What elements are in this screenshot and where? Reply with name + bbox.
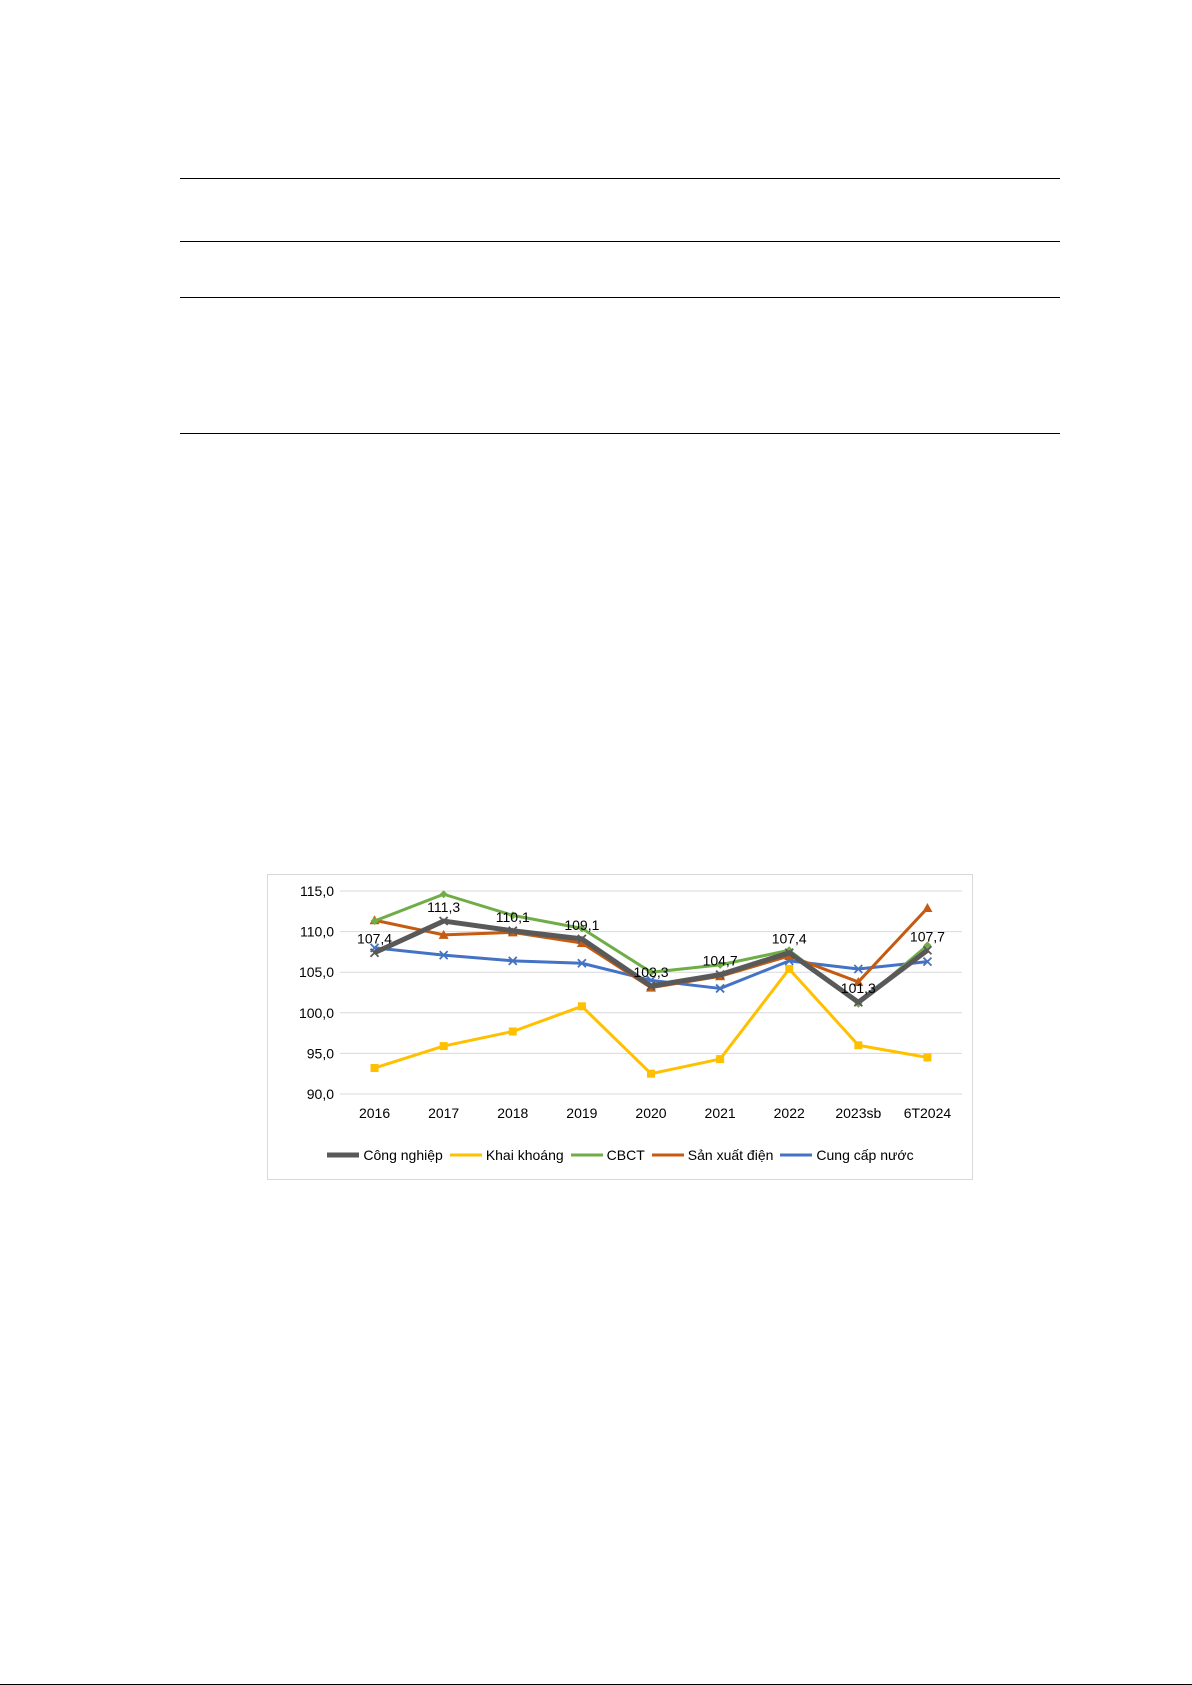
- data-label: 111,3: [427, 899, 460, 915]
- data-point: [715, 969, 725, 980]
- legend-item: CBCT: [570, 1147, 645, 1163]
- x-tick-label: 2020: [635, 1105, 666, 1121]
- data-point: [922, 903, 933, 913]
- legend-item: Sản xuất điện: [651, 1147, 774, 1163]
- y-tick-label: 110,0: [300, 924, 334, 940]
- x-tick-label: 2018: [497, 1105, 528, 1121]
- legend-label: Khai khoáng: [485, 1147, 564, 1163]
- data-point: [508, 911, 517, 920]
- data-point: [715, 983, 725, 994]
- data-label: 104,7: [703, 953, 738, 969]
- legend-item: Cung cấp nước: [779, 1147, 914, 1163]
- data-point: [577, 1002, 586, 1011]
- legend-label: Công nghiệp: [363, 1147, 443, 1163]
- data-point: [922, 957, 933, 967]
- data-point: [716, 960, 725, 969]
- data-point: [577, 934, 587, 944]
- data-point: [647, 968, 655, 977]
- data-point: [853, 997, 863, 1007]
- legend-item: Công nghiệp: [326, 1147, 443, 1163]
- data-point: [853, 964, 863, 974]
- data-point: [577, 924, 586, 933]
- chart-legend: Công nghiệp Khai khoáng CBCT Sản xuất điện C…: [268, 1147, 972, 1163]
- data-label: 110,1: [496, 909, 530, 925]
- table-rule-top: [180, 178, 1060, 179]
- table-rule-2: [180, 241, 1060, 242]
- data-point: [576, 937, 587, 947]
- x-tick-label: 2017: [428, 1105, 459, 1121]
- data-point: [508, 1027, 517, 1036]
- data-point: [439, 950, 449, 960]
- legend-swatch: [449, 1153, 482, 1157]
- data-point: [853, 976, 864, 986]
- legend-swatch: [327, 1152, 360, 1158]
- x-tick-label: 2022: [774, 1105, 805, 1121]
- data-point: [854, 1041, 863, 1050]
- table-rule-bottom: [180, 433, 1060, 434]
- data-point: [923, 1053, 932, 1062]
- data-point: [508, 926, 518, 936]
- legend-label: CBCT: [606, 1147, 645, 1163]
- y-tick-label: 95,0: [307, 1045, 334, 1061]
- data-point: [577, 958, 587, 968]
- data-point: [438, 929, 449, 939]
- chart-plot: 90,0 95,0 100,0 105,0 110,0 115,0 2016 2017 2018…: [299, 883, 962, 1121]
- legend-label: Sản xuất điện: [687, 1147, 774, 1163]
- data-label: 101,3: [841, 980, 876, 996]
- legend-swatch: [651, 1153, 684, 1157]
- y-tick-label: 115,0: [300, 883, 334, 899]
- legend-swatch: [780, 1153, 813, 1157]
- legend-label: Cung cấp nước: [816, 1147, 914, 1163]
- data-label: 107,4: [772, 931, 807, 947]
- data-label: 107,4: [357, 931, 392, 947]
- data-point: [439, 1042, 448, 1051]
- data-point: [439, 916, 449, 926]
- x-tick-label: 2019: [566, 1105, 597, 1121]
- x-tick-label: 2016: [359, 1105, 390, 1121]
- y-tick-label: 90,0: [307, 1086, 334, 1102]
- data-point: [922, 945, 933, 955]
- data-point: [646, 981, 656, 991]
- x-tick-label: 2021: [705, 1105, 736, 1121]
- table-rule-3: [180, 297, 1060, 298]
- data-label: 109,1: [564, 917, 599, 933]
- data-label: 107,7: [910, 928, 945, 944]
- legend-swatch: [570, 1153, 603, 1157]
- y-tick-label: 100,0: [299, 1005, 334, 1021]
- data-point: [370, 1064, 379, 1073]
- data-point: [716, 1055, 725, 1064]
- data-point: [369, 948, 380, 958]
- y-tick-label: 105,0: [299, 964, 334, 980]
- data-point: [784, 948, 794, 958]
- data-point: [439, 890, 448, 899]
- line-chart: 90,0 95,0 100,0 105,0 110,0 115,0 2016 2017 2018…: [267, 874, 973, 1180]
- data-label: 103,3: [633, 964, 668, 980]
- data-point: [508, 956, 518, 966]
- legend-item: Khai khoáng: [449, 1147, 564, 1163]
- data-point: [370, 917, 379, 926]
- data-point: [647, 1069, 655, 1078]
- x-tick-label: 2023sb: [835, 1105, 881, 1121]
- data-point: [785, 964, 794, 973]
- x-tick-label: 6T2024: [904, 1105, 952, 1121]
